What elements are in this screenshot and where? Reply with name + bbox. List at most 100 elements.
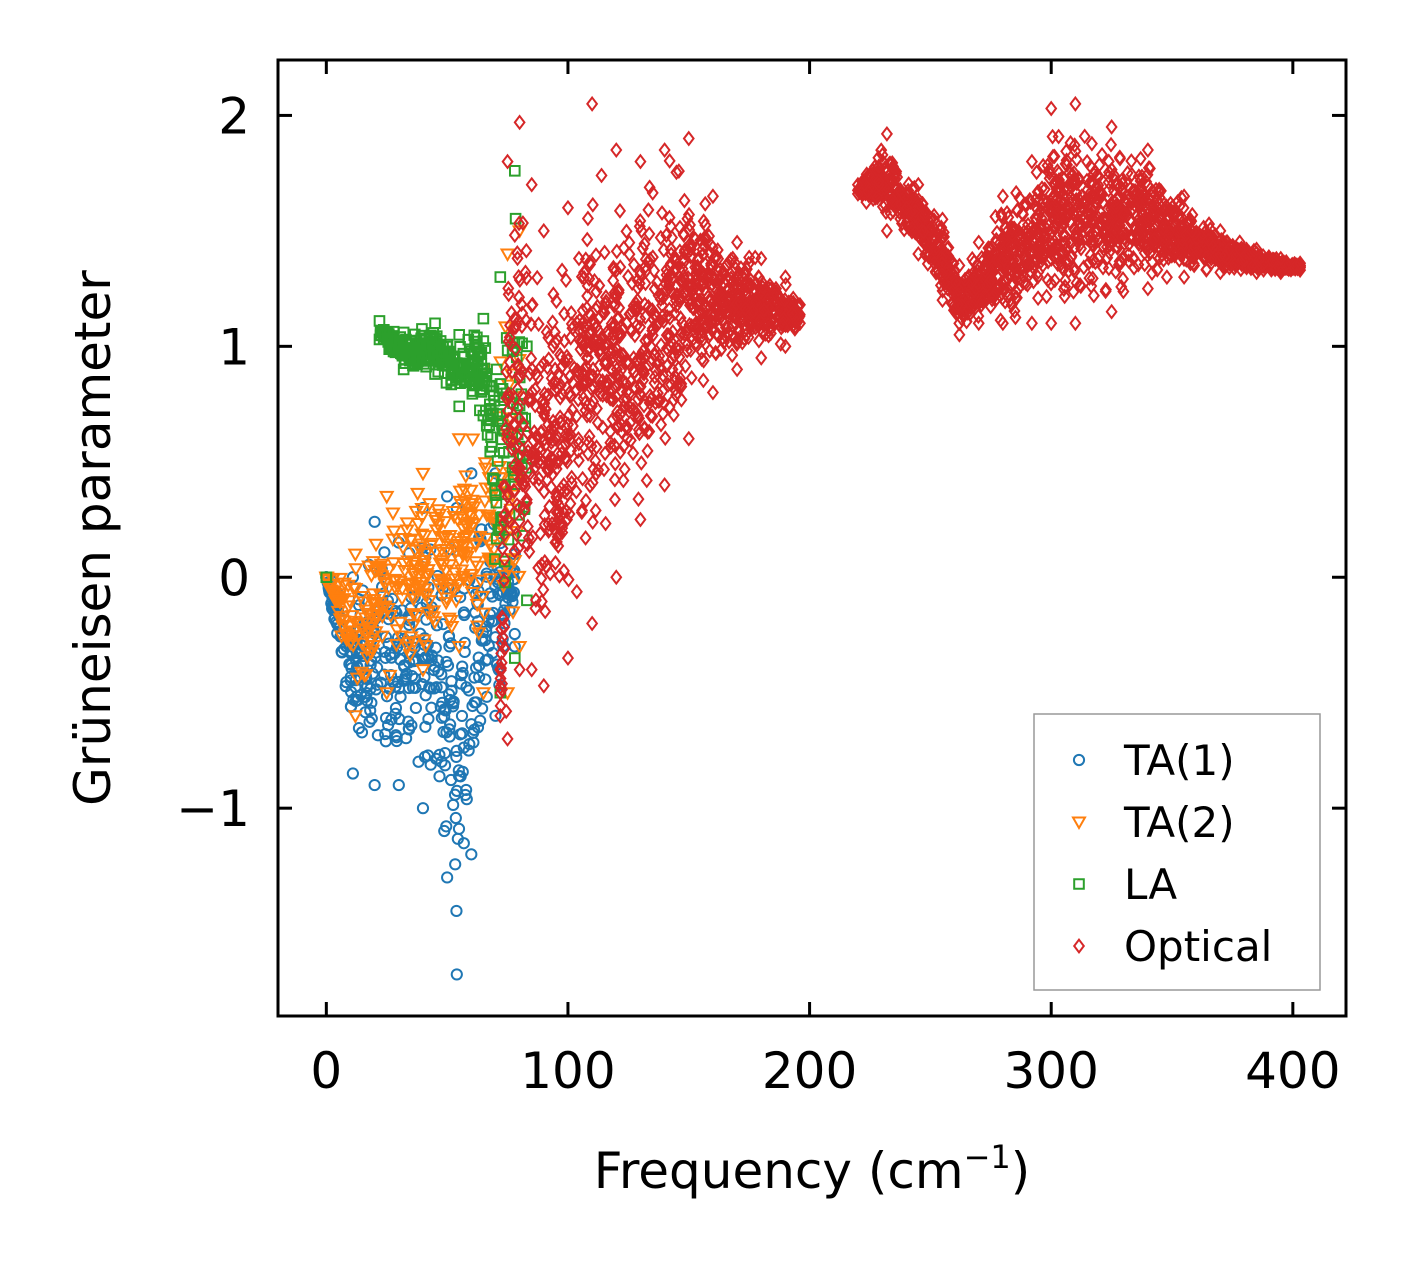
optical-point-3054 [1103, 237, 1116, 254]
ta-2--point-151 [477, 462, 494, 477]
optical-point-879 [613, 202, 627, 219]
ta-2--point-330 [407, 559, 424, 574]
optical-point-222 [519, 264, 532, 281]
ta-2--point-313 [420, 606, 436, 621]
optical-point-3109 [1206, 239, 1219, 255]
ta-2--point-228 [394, 592, 410, 607]
optical-point-23 [512, 289, 526, 306]
optical-point-971 [620, 391, 633, 408]
optical-point-2499 [1100, 238, 1114, 255]
la-point-376 [373, 333, 386, 346]
optical-point-1262 [535, 570, 548, 587]
ta-1--point-242 [378, 546, 391, 559]
la-point-345 [497, 446, 510, 459]
optical-point-1136 [542, 329, 555, 346]
ta-2--point-195 [446, 541, 463, 555]
optical-point-1173 [623, 403, 636, 420]
optical-point-567 [672, 163, 685, 180]
optical-point-1315 [706, 384, 719, 401]
optical-point-3263 [1274, 250, 1287, 267]
optical-point-3213 [1251, 258, 1264, 275]
optical-point-824 [565, 304, 578, 321]
optical-point-2878 [1031, 184, 1044, 200]
optical-point-908 [566, 320, 579, 337]
optical-point-3035 [1058, 288, 1071, 305]
optical-point-1254 [696, 323, 709, 340]
ta-2--point-273 [471, 627, 487, 641]
ta-1--point-367 [379, 735, 392, 748]
ta-1--point-233 [438, 703, 451, 716]
la-point-378 [397, 363, 410, 376]
ta-1--point-174 [447, 798, 460, 812]
optical-point-2933 [965, 287, 978, 304]
optical-point-1155 [648, 346, 661, 363]
ta-2--point-217 [368, 612, 385, 627]
optical-point-1131 [674, 310, 687, 326]
optical-point-3247 [1025, 153, 1038, 170]
ta-1--point-426 [392, 778, 405, 792]
optical-point-3041 [1164, 195, 1177, 212]
ta-2--point-326 [365, 556, 381, 570]
optical-point-3166 [1075, 188, 1088, 205]
optical-point-1271 [634, 266, 647, 283]
optical-point-2143 [1000, 204, 1014, 221]
ta-2--point-296 [417, 588, 433, 602]
ta-2--point-357 [410, 518, 426, 532]
ta-1--point-295 [419, 720, 432, 733]
optical-point-1283 [563, 431, 576, 448]
ta-1--point-350 [398, 660, 411, 673]
optical-point-1321 [779, 338, 792, 355]
ta-1--point-205 [457, 741, 470, 754]
optical-point-500 [558, 353, 571, 370]
optical-point-1116 [746, 282, 759, 299]
x-tick-label-4: 400 [1245, 1042, 1340, 1100]
optical-point-1100 [596, 387, 609, 404]
ta-2--point-329 [413, 564, 429, 578]
optical-point-882 [615, 416, 628, 433]
optical-point-406 [608, 491, 621, 508]
ta-2--point-240 [472, 574, 489, 589]
ta-1--point-436 [489, 709, 502, 722]
optical-point-346 [556, 438, 569, 455]
optical-point-3151 [925, 220, 938, 237]
ta-2--point-319 [326, 585, 342, 600]
optical-point-1253 [513, 272, 526, 288]
optical-point-3148 [1273, 259, 1286, 276]
ta-1--point-344 [454, 591, 467, 604]
ta-2--point-40 [425, 611, 442, 625]
ta-2--point-347 [330, 605, 346, 620]
optical-point-1060 [517, 390, 530, 407]
optical-point-3139 [1029, 209, 1042, 226]
optical-point-3132 [979, 262, 992, 279]
optical-point-3131 [928, 255, 941, 272]
optical-point-960 [710, 282, 723, 299]
optical-point-684 [742, 329, 755, 346]
optical-point-3140 [890, 196, 903, 213]
ta-2--point-324 [433, 583, 449, 597]
optical-point-2286 [1128, 259, 1141, 276]
optical-point-1205 [529, 458, 542, 475]
optical-point-3222 [1058, 180, 1071, 197]
ta-1--point-286 [344, 658, 358, 671]
optical-point-415 [542, 351, 555, 368]
optical-point-1295 [501, 730, 514, 747]
optical-point-3195 [921, 243, 934, 260]
optical-point-680 [627, 445, 640, 462]
optical-point-225 [564, 329, 577, 346]
optical-point-2177 [1036, 257, 1049, 274]
ta-2--point-365 [379, 490, 395, 505]
optical-point-2833 [1052, 249, 1065, 266]
optical-point-1130 [663, 337, 677, 354]
optical-point-1637 [1067, 283, 1080, 300]
optical-point-795 [547, 286, 560, 303]
optical-point-1071 [595, 329, 609, 346]
optical-point-705 [593, 371, 606, 388]
optical-point-1275 [515, 471, 528, 488]
legend-marker-optical [1072, 938, 1086, 954]
optical-point-1228 [633, 218, 646, 235]
optical-point-1289 [686, 247, 699, 264]
optical-point-1828 [1048, 148, 1061, 165]
ta-2--point-179 [386, 573, 403, 588]
optical-point-2605 [1083, 174, 1096, 191]
ta-1--point-197 [450, 750, 463, 764]
